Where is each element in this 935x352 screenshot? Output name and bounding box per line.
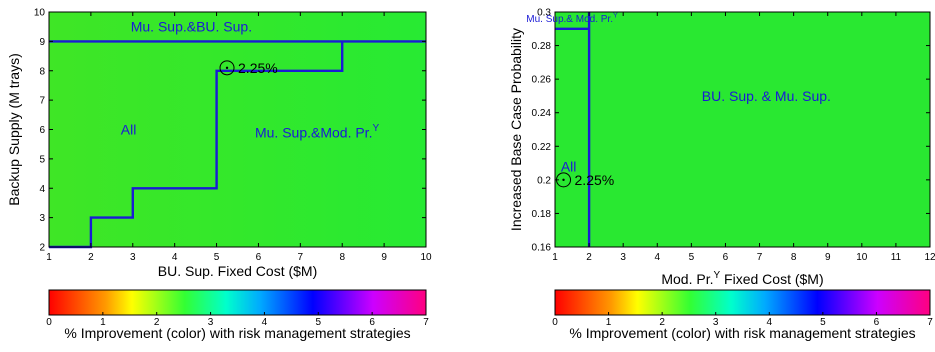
right-colorbar-tick-label: 5 [820, 317, 826, 328]
right-colorbar-tick-label: 7 [927, 317, 933, 328]
right-heatmap-fill [555, 12, 930, 247]
left-region-label-2: All [121, 121, 137, 137]
right-colorbar-tick-label: 0 [552, 317, 558, 328]
left-region-label-1: Mu. Sup.&BU. Sup. [131, 19, 252, 35]
left-y-tick-label: 3 [39, 213, 45, 224]
left-y-tick-label: 9 [39, 37, 45, 48]
right-x-tick-label: 8 [791, 252, 797, 263]
left-colorbar-tick-label: 6 [369, 317, 375, 328]
right-marker-label: 2.25% [575, 172, 615, 188]
left-y-tick-label: 6 [39, 125, 45, 136]
right-x-tick-label: 9 [825, 252, 831, 263]
left-y-tick-label: 5 [39, 154, 45, 165]
right-x-axis-title: Mod. Pr.Y Fixed Cost ($M) [661, 270, 823, 287]
left-x-tick-label: 4 [172, 252, 178, 263]
left-marker-circle [219, 60, 235, 76]
right-y-tick-label: 0.28 [532, 41, 552, 52]
right-colorbar-title: % Improvement (color) with risk manageme… [569, 325, 915, 341]
left-x-tick-label: 7 [298, 252, 304, 263]
right-panel: 1 2 3 4 5 6 7 8 9 10 11 120.160.180.20.220.240.260.… [532, 8, 935, 329]
right-y-tick-label: 0.24 [532, 108, 552, 119]
right-y-tick-label: 0.18 [532, 209, 552, 220]
right-x-tick-label: 3 [620, 252, 626, 263]
left-colorbar-tick-label: 2 [154, 317, 160, 328]
right-y-tick-label: 0.22 [532, 142, 552, 153]
left-colorbar-title: % Improvement (color) with risk manageme… [64, 325, 410, 341]
right-region-label-2: BU. Sup. & Mu. Sup. [702, 88, 831, 104]
right-axes-frame [554, 11, 931, 248]
chart-text: Mu. Sup.&BU. Sup. All Mu. Sup.&Mod. Pr.Y BU… [6, 11, 916, 341]
right-x-tick-label: 12 [924, 252, 935, 263]
right-x-tick-label: 1 [552, 252, 558, 263]
left-y-tick-label: 7 [39, 96, 45, 107]
right-y-tick-label: 0.26 [532, 75, 552, 86]
right-x-tick-label: 11 [891, 252, 902, 263]
left-colorbar-tick-label: 1 [100, 317, 106, 328]
right-colorbar-tick-label: 4 [767, 317, 773, 328]
left-colorbar-tick-label: 3 [208, 317, 214, 328]
left-x-tick-label: 3 [130, 252, 136, 263]
left-y-tick-label: 10 [34, 8, 46, 19]
left-colorbar [48, 289, 427, 316]
right-x-tick-label: 6 [723, 252, 729, 263]
right-colorbar-tick-label: 6 [874, 317, 880, 328]
left-marker-dot [225, 66, 229, 70]
right-x-tick-label: 2 [586, 252, 592, 263]
left-x-tick-label: 9 [381, 252, 387, 263]
left-x-tick-label: 8 [339, 252, 345, 263]
left-boundary-line-2 [49, 41, 344, 249]
left-x-tick-label: 5 [214, 252, 220, 263]
right-colorbar [554, 289, 931, 316]
left-colorbar-tick-label: 0 [46, 317, 52, 328]
left-x-tick-label: 10 [420, 252, 432, 263]
left-x-tick-label: 1 [46, 252, 52, 263]
left-marker-label: 2.25% [238, 60, 278, 76]
left-x-tick-label: 6 [256, 252, 262, 263]
left-x-axis-title: BU. Sup. Fixed Cost ($M) [158, 263, 318, 279]
left-y-axis-title: Backup Supply (M trays) [6, 53, 22, 206]
right-colorbar-tick-label: 2 [659, 317, 665, 328]
right-colorbar-tick-label: 3 [713, 317, 719, 328]
left-colorbar-tick-label: 7 [423, 317, 429, 328]
right-marker-circle [556, 172, 572, 188]
right-x-tick-label: 10 [856, 252, 868, 263]
right-region-label-3: All [561, 158, 577, 174]
left-colorbar-tick-label: 5 [316, 317, 322, 328]
right-y-tick-label: 0.2 [537, 175, 551, 186]
left-x-tick-label: 2 [88, 252, 94, 263]
left-y-tick-label: 4 [39, 184, 45, 195]
left-heatmap-fill [49, 12, 426, 247]
left-y-tick-label: 8 [39, 66, 45, 77]
left-region-label-3: Mu. Sup.&Mod. Pr.Y [255, 123, 380, 140]
right-y-axis-title: Increased Base Case Probability [508, 28, 524, 231]
right-region-label-1: Mu. Sup.& Mod. Pr.Y [526, 11, 618, 26]
left-colorbar-tick-label: 4 [262, 317, 268, 328]
right-y-tick-label: 0.3 [537, 8, 551, 19]
right-colorbar-tick-label: 1 [606, 317, 612, 328]
left-y-tick-label: 2 [39, 243, 45, 254]
right-marker-dot [562, 178, 565, 182]
right-x-tick-label: 5 [689, 252, 695, 263]
right-x-tick-label: 7 [757, 252, 763, 263]
right-x-tick-label: 4 [654, 252, 660, 263]
right-y-tick-label: 0.16 [532, 243, 552, 254]
